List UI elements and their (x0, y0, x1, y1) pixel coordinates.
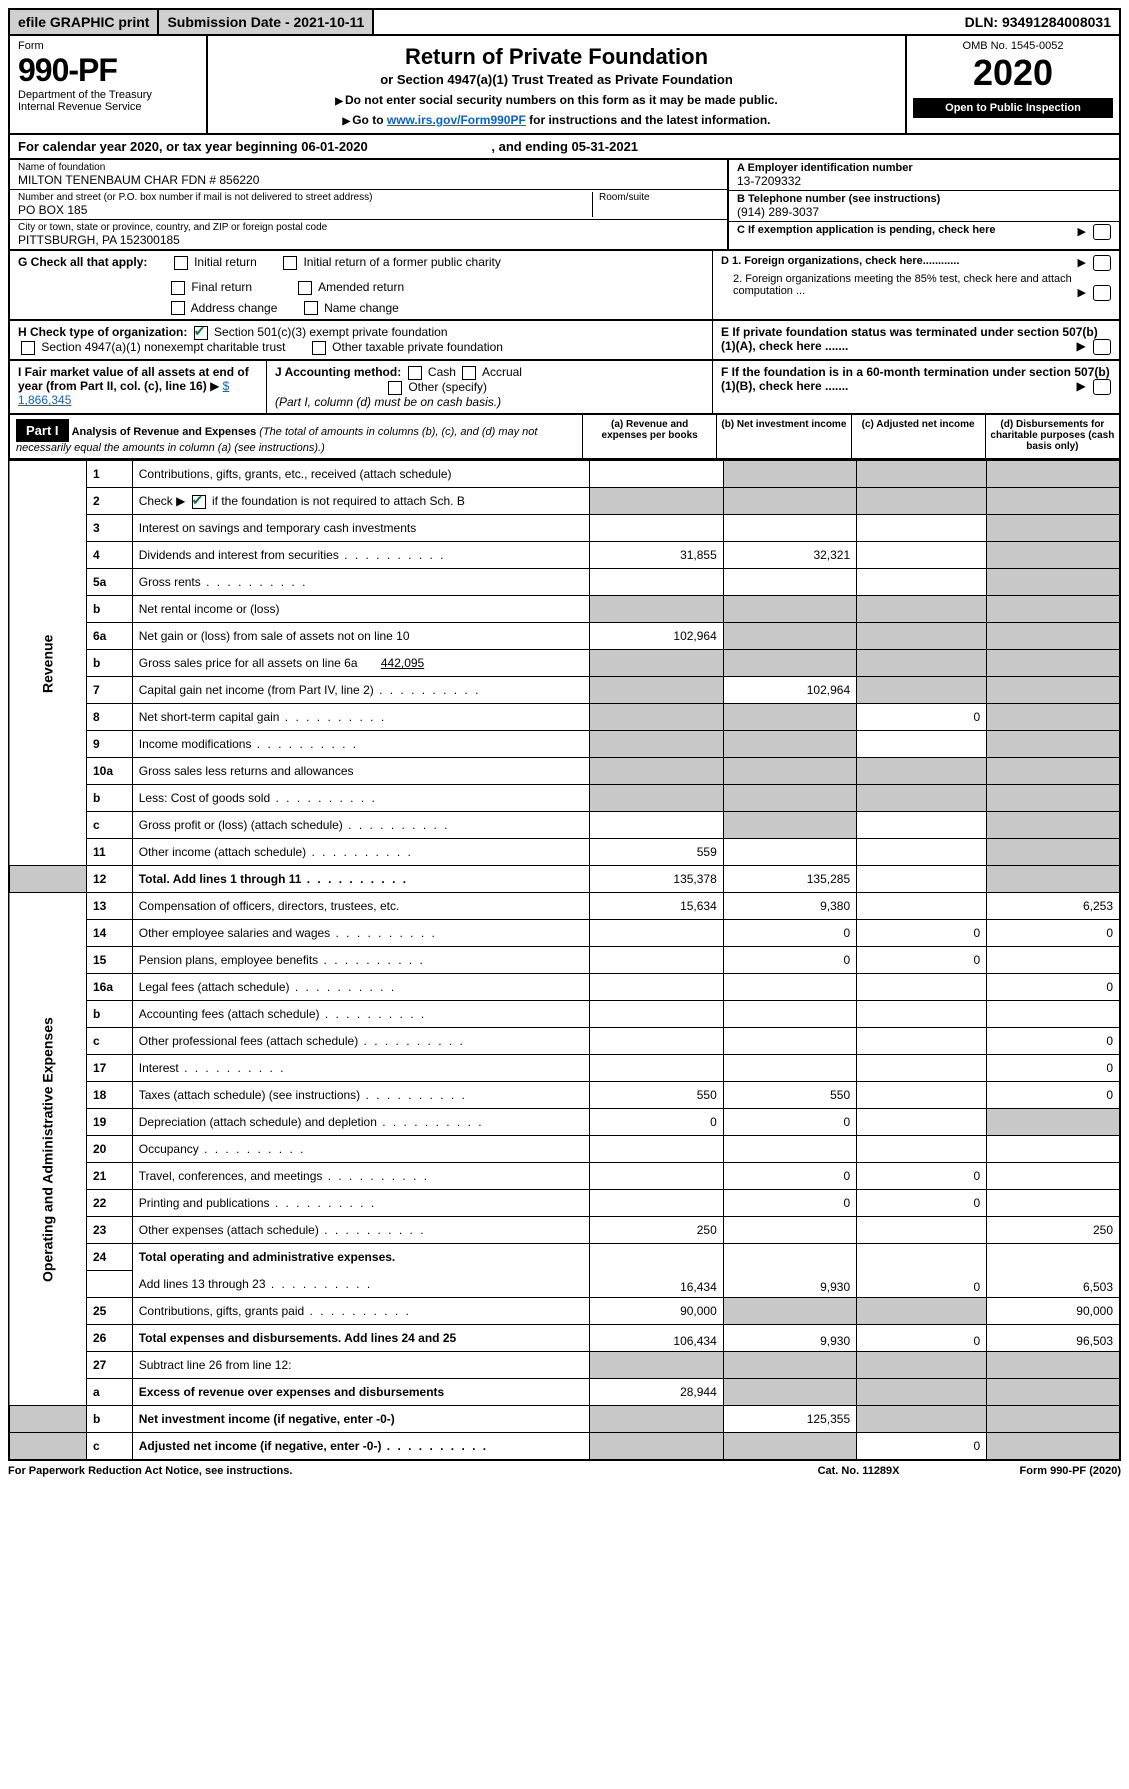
end-date: 05-31-2021 (572, 139, 639, 154)
form-number: 990-PF (18, 52, 198, 89)
d2-label: 2. Foreign organizations meeting the 85%… (733, 273, 1072, 297)
dln: DLN: 93491284008031 (957, 10, 1119, 34)
h-label: H Check type of organization: (18, 325, 187, 339)
chk-accrual[interactable] (462, 366, 476, 380)
form-title: Return of Private Foundation (218, 44, 895, 70)
note-goto: Go to www.irs.gov/Form990PF for instruct… (218, 113, 895, 127)
addr-label: Number and street (or P.O. box number if… (18, 192, 592, 203)
begin-date: 06-01-2020 (301, 139, 368, 154)
c-label: C If exemption application is pending, c… (737, 224, 996, 236)
chk-initial-former[interactable] (283, 256, 297, 270)
expenses-side: Operating and Administrative Expenses (9, 893, 87, 1406)
tax-year: 2020 (913, 52, 1113, 94)
f-checkbox[interactable] (1093, 379, 1111, 395)
d2-checkbox[interactable] (1093, 285, 1111, 301)
chk-sch-b[interactable] (192, 495, 206, 509)
f-label: F If the foundation is in a 60-month ter… (721, 365, 1110, 393)
part1-table: Revenue 1Contributions, gifts, grants, e… (8, 460, 1121, 1461)
g-label: G Check all that apply: (18, 255, 147, 269)
irs-label: Internal Revenue Service (18, 101, 198, 113)
page-footer: For Paperwork Reduction Act Notice, see … (8, 1461, 1121, 1477)
chk-cash[interactable] (408, 366, 422, 380)
irs-link[interactable]: www.irs.gov/Form990PF (387, 113, 526, 127)
j-note: (Part I, column (d) must be on cash basi… (275, 395, 501, 409)
e-checkbox[interactable] (1093, 339, 1111, 355)
i-label: I Fair market value of all assets at end… (18, 365, 249, 393)
open-inspection: Open to Public Inspection (913, 98, 1113, 118)
header-left: Form 990-PF Department of the Treasury I… (10, 36, 208, 133)
col-b-header: (b) Net investment income (717, 415, 851, 458)
chk-amended[interactable] (298, 281, 312, 295)
chk-initial[interactable] (174, 256, 188, 270)
part1-title: Analysis of Revenue and Expenses (72, 426, 257, 438)
col-a-header: (a) Revenue and expenses per books (583, 415, 717, 458)
footer-right: Form 990-PF (2020) (1020, 1465, 1121, 1477)
col-d-header: (d) Disbursements for charitable purpose… (986, 415, 1119, 458)
ein: 13-7209332 (737, 174, 1111, 188)
room-label: Room/suite (599, 192, 719, 203)
phone: (914) 289-3037 (737, 205, 1111, 219)
city: PITTSBURGH, PA 152300185 (18, 233, 719, 247)
address: PO BOX 185 (18, 203, 592, 217)
col-c-header: (c) Adjusted net income (852, 415, 986, 458)
omb-label: OMB No. 1545-0052 (913, 40, 1113, 52)
footer-mid: Cat. No. 11289X (818, 1465, 900, 1477)
foundation-name: MILTON TENENBAUM CHAR FDN # 856220 (18, 173, 719, 187)
form-label: Form (18, 40, 198, 52)
chk-other-taxable[interactable] (312, 341, 326, 355)
part1-header: Part I Analysis of Revenue and Expenses … (8, 415, 1121, 460)
submission-date: Submission Date - 2021-10-11 (159, 10, 374, 34)
chk-501c3[interactable] (194, 326, 208, 340)
j-label: J Accounting method: (275, 365, 401, 379)
e-label: E If private foundation status was termi… (721, 325, 1098, 353)
header-right: OMB No. 1545-0052 2020 Open to Public In… (907, 36, 1119, 133)
r6b-inline: 442,095 (381, 656, 424, 670)
r11-a: 559 (590, 839, 723, 866)
i-j-f-block: I Fair market value of all assets at end… (8, 361, 1121, 415)
chk-name[interactable] (304, 301, 318, 315)
part1-label: Part I (16, 419, 69, 442)
calendar-row: For calendar year 2020, or tax year begi… (8, 135, 1121, 160)
chk-4947[interactable] (21, 341, 35, 355)
form-header: Form 990-PF Department of the Treasury I… (8, 36, 1121, 135)
r6a-a: 102,964 (590, 623, 723, 650)
efile-label[interactable]: efile GRAPHIC print (10, 10, 159, 34)
name-label: Name of foundation (18, 162, 719, 173)
header-center: Return of Private Foundation or Section … (208, 36, 907, 133)
d1-label: D 1. Foreign organizations, check here..… (721, 255, 959, 267)
city-label: City or town, state or province, country… (18, 222, 719, 233)
chk-other-acct[interactable] (388, 381, 402, 395)
r12-a: 135,378 (590, 866, 723, 893)
r4-a: 31,855 (590, 542, 723, 569)
g-d-block: G Check all that apply: Initial return I… (8, 251, 1121, 321)
note-ssn: Do not enter social security numbers on … (218, 93, 895, 107)
id-block: Name of foundation MILTON TENENBAUM CHAR… (8, 160, 1121, 251)
h-e-block: H Check type of organization: Section 50… (8, 321, 1121, 361)
form-subtitle: or Section 4947(a)(1) Trust Treated as P… (218, 72, 895, 87)
r4-b: 32,321 (723, 542, 856, 569)
ein-label: A Employer identification number (737, 162, 1111, 174)
r7-b: 102,964 (723, 677, 856, 704)
revenue-side: Revenue (9, 461, 87, 866)
top-bar: efile GRAPHIC print Submission Date - 20… (8, 8, 1121, 36)
d1-checkbox[interactable] (1093, 255, 1111, 271)
r12-b: 135,285 (723, 866, 856, 893)
chk-final[interactable] (171, 281, 185, 295)
phone-label: B Telephone number (see instructions) (737, 193, 1111, 205)
chk-address[interactable] (171, 301, 185, 315)
dept-label: Department of the Treasury (18, 89, 198, 101)
r8-c: 0 (857, 704, 987, 731)
c-checkbox[interactable] (1093, 224, 1111, 240)
footer-left: For Paperwork Reduction Act Notice, see … (8, 1465, 818, 1477)
